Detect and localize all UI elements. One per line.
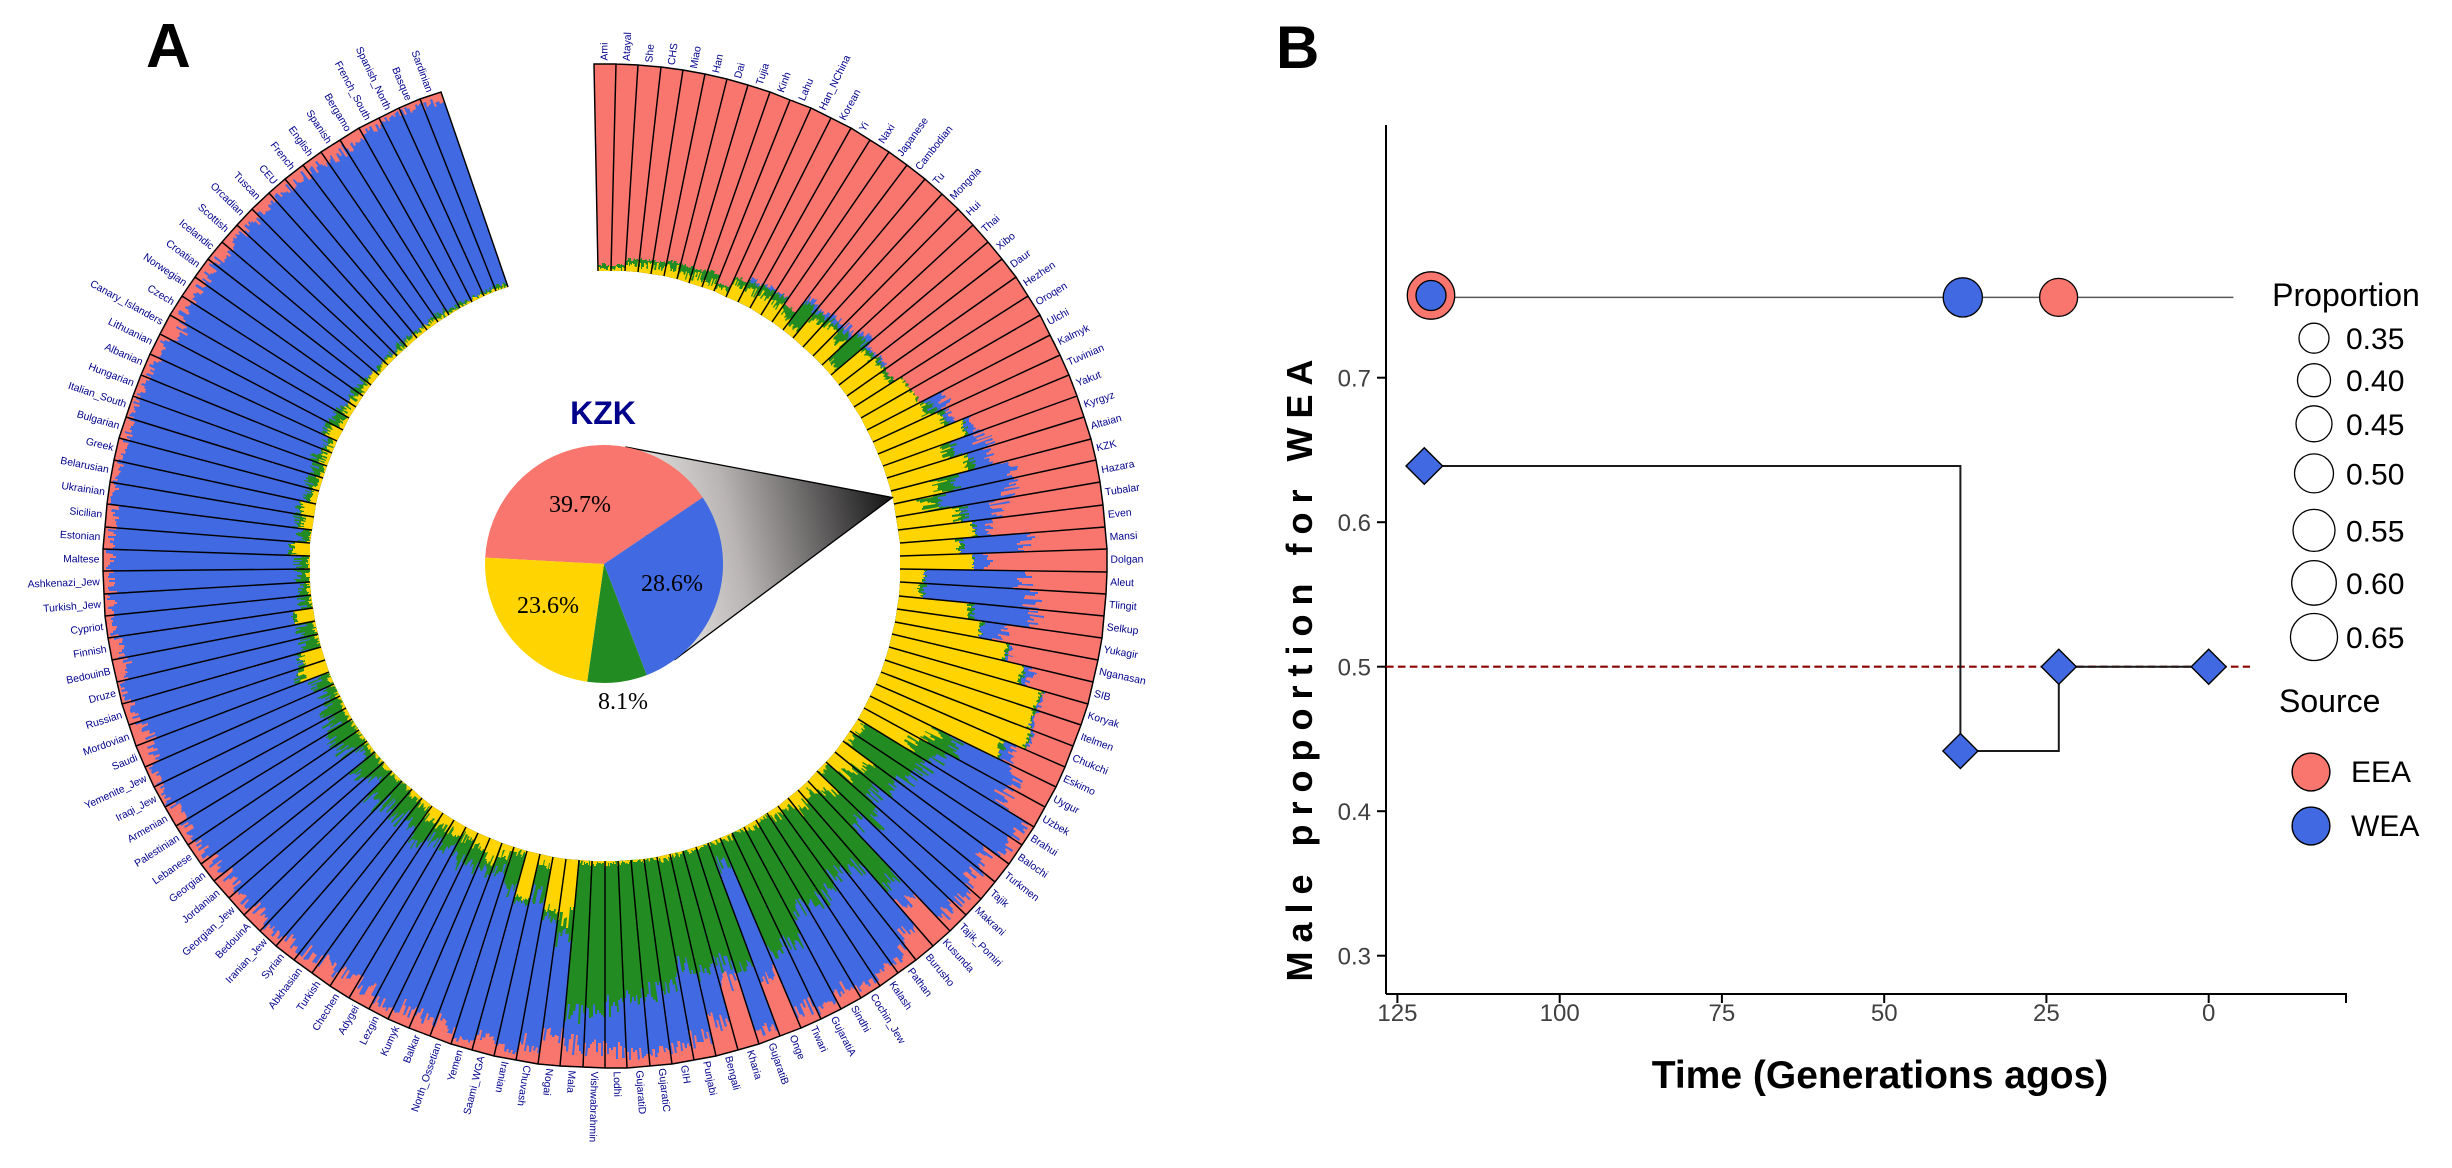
svg-text:Mansi: Mansi bbox=[1109, 531, 1137, 544]
svg-text:23.6%: 23.6% bbox=[517, 593, 579, 619]
svg-text:Maltese: Maltese bbox=[63, 554, 100, 565]
svg-text:Source: Source bbox=[2279, 683, 2380, 719]
svg-text:39.7%: 39.7% bbox=[549, 492, 611, 518]
svg-text:Selkup: Selkup bbox=[1106, 622, 1139, 637]
svg-text:Estonian: Estonian bbox=[60, 530, 101, 543]
svg-text:GIH: GIH bbox=[678, 1065, 692, 1085]
svg-text:Tubalar: Tubalar bbox=[1104, 482, 1141, 498]
svg-text:Miao: Miao bbox=[689, 45, 704, 69]
svg-text:Turkish_Jew: Turkish_Jew bbox=[43, 600, 102, 615]
svg-text:Male proportion for WEA: Male proportion for WEA bbox=[1279, 351, 1320, 982]
svg-text:100: 100 bbox=[1540, 1000, 1580, 1027]
svg-text:CHS: CHS bbox=[667, 42, 681, 65]
svg-text:Time (Generations agos): Time (Generations agos) bbox=[1652, 1054, 2109, 1097]
svg-text:Ami: Ami bbox=[599, 43, 610, 61]
svg-text:25: 25 bbox=[2033, 1000, 2060, 1027]
svg-text:0.6: 0.6 bbox=[1338, 510, 1371, 537]
svg-text:0.7: 0.7 bbox=[1338, 366, 1371, 393]
svg-text:Cypriot: Cypriot bbox=[70, 622, 104, 637]
svg-text:Even: Even bbox=[1107, 508, 1132, 521]
svg-text:0.3: 0.3 bbox=[1338, 944, 1371, 971]
svg-text:SIB: SIB bbox=[1093, 689, 1112, 704]
svg-text:Dai: Dai bbox=[733, 62, 748, 80]
svg-text:Atayal: Atayal bbox=[622, 32, 634, 61]
svg-text:0.35: 0.35 bbox=[2346, 323, 2404, 356]
svg-text:Mala: Mala bbox=[564, 1070, 576, 1093]
svg-text:0.40: 0.40 bbox=[2346, 365, 2404, 398]
svg-text:28.6%: 28.6% bbox=[641, 571, 703, 597]
svg-text:0.50: 0.50 bbox=[2346, 458, 2404, 491]
svg-text:0.55: 0.55 bbox=[2346, 515, 2404, 548]
svg-text:GujaratiD: GujaratiD bbox=[633, 1070, 647, 1115]
svg-text:Han: Han bbox=[711, 53, 726, 74]
svg-text:Aleut: Aleut bbox=[1110, 577, 1134, 589]
svg-text:0.45: 0.45 bbox=[2346, 409, 2404, 442]
svg-text:Tlingit: Tlingit bbox=[1109, 600, 1138, 613]
svg-text:KZK: KZK bbox=[570, 395, 636, 431]
svg-text:50: 50 bbox=[1871, 1000, 1898, 1027]
svg-text:0.60: 0.60 bbox=[2346, 568, 2404, 601]
svg-text:KZK: KZK bbox=[1095, 439, 1117, 454]
svg-text:B: B bbox=[1276, 14, 1319, 81]
svg-text:125: 125 bbox=[1377, 1000, 1417, 1027]
svg-text:0: 0 bbox=[2202, 1000, 2215, 1027]
svg-text:0.5: 0.5 bbox=[1338, 655, 1371, 682]
svg-text:Nogai: Nogai bbox=[540, 1068, 554, 1096]
svg-text:A: A bbox=[146, 12, 191, 81]
svg-text:GujaratiC: GujaratiC bbox=[656, 1068, 672, 1113]
svg-text:EEA: EEA bbox=[2351, 756, 2411, 789]
svg-text:Finnish: Finnish bbox=[73, 644, 108, 660]
svg-text:Ashkenazi_Jew: Ashkenazi_Jew bbox=[27, 577, 100, 590]
svg-text:Vishwabrahmin: Vishwabrahmin bbox=[586, 1071, 599, 1142]
svg-text:She: She bbox=[644, 43, 657, 63]
svg-text:0.4: 0.4 bbox=[1338, 799, 1371, 826]
svg-text:Sicilian: Sicilian bbox=[69, 506, 103, 520]
svg-text:75: 75 bbox=[1709, 1000, 1736, 1027]
svg-text:0.65: 0.65 bbox=[2346, 622, 2404, 655]
svg-text:Dolgan: Dolgan bbox=[1110, 554, 1143, 565]
svg-text:Lodhi: Lodhi bbox=[611, 1071, 623, 1097]
svg-text:Proportion: Proportion bbox=[2272, 277, 2420, 313]
svg-text:WEA: WEA bbox=[2351, 810, 2419, 843]
svg-text:8.1%: 8.1% bbox=[598, 689, 648, 715]
